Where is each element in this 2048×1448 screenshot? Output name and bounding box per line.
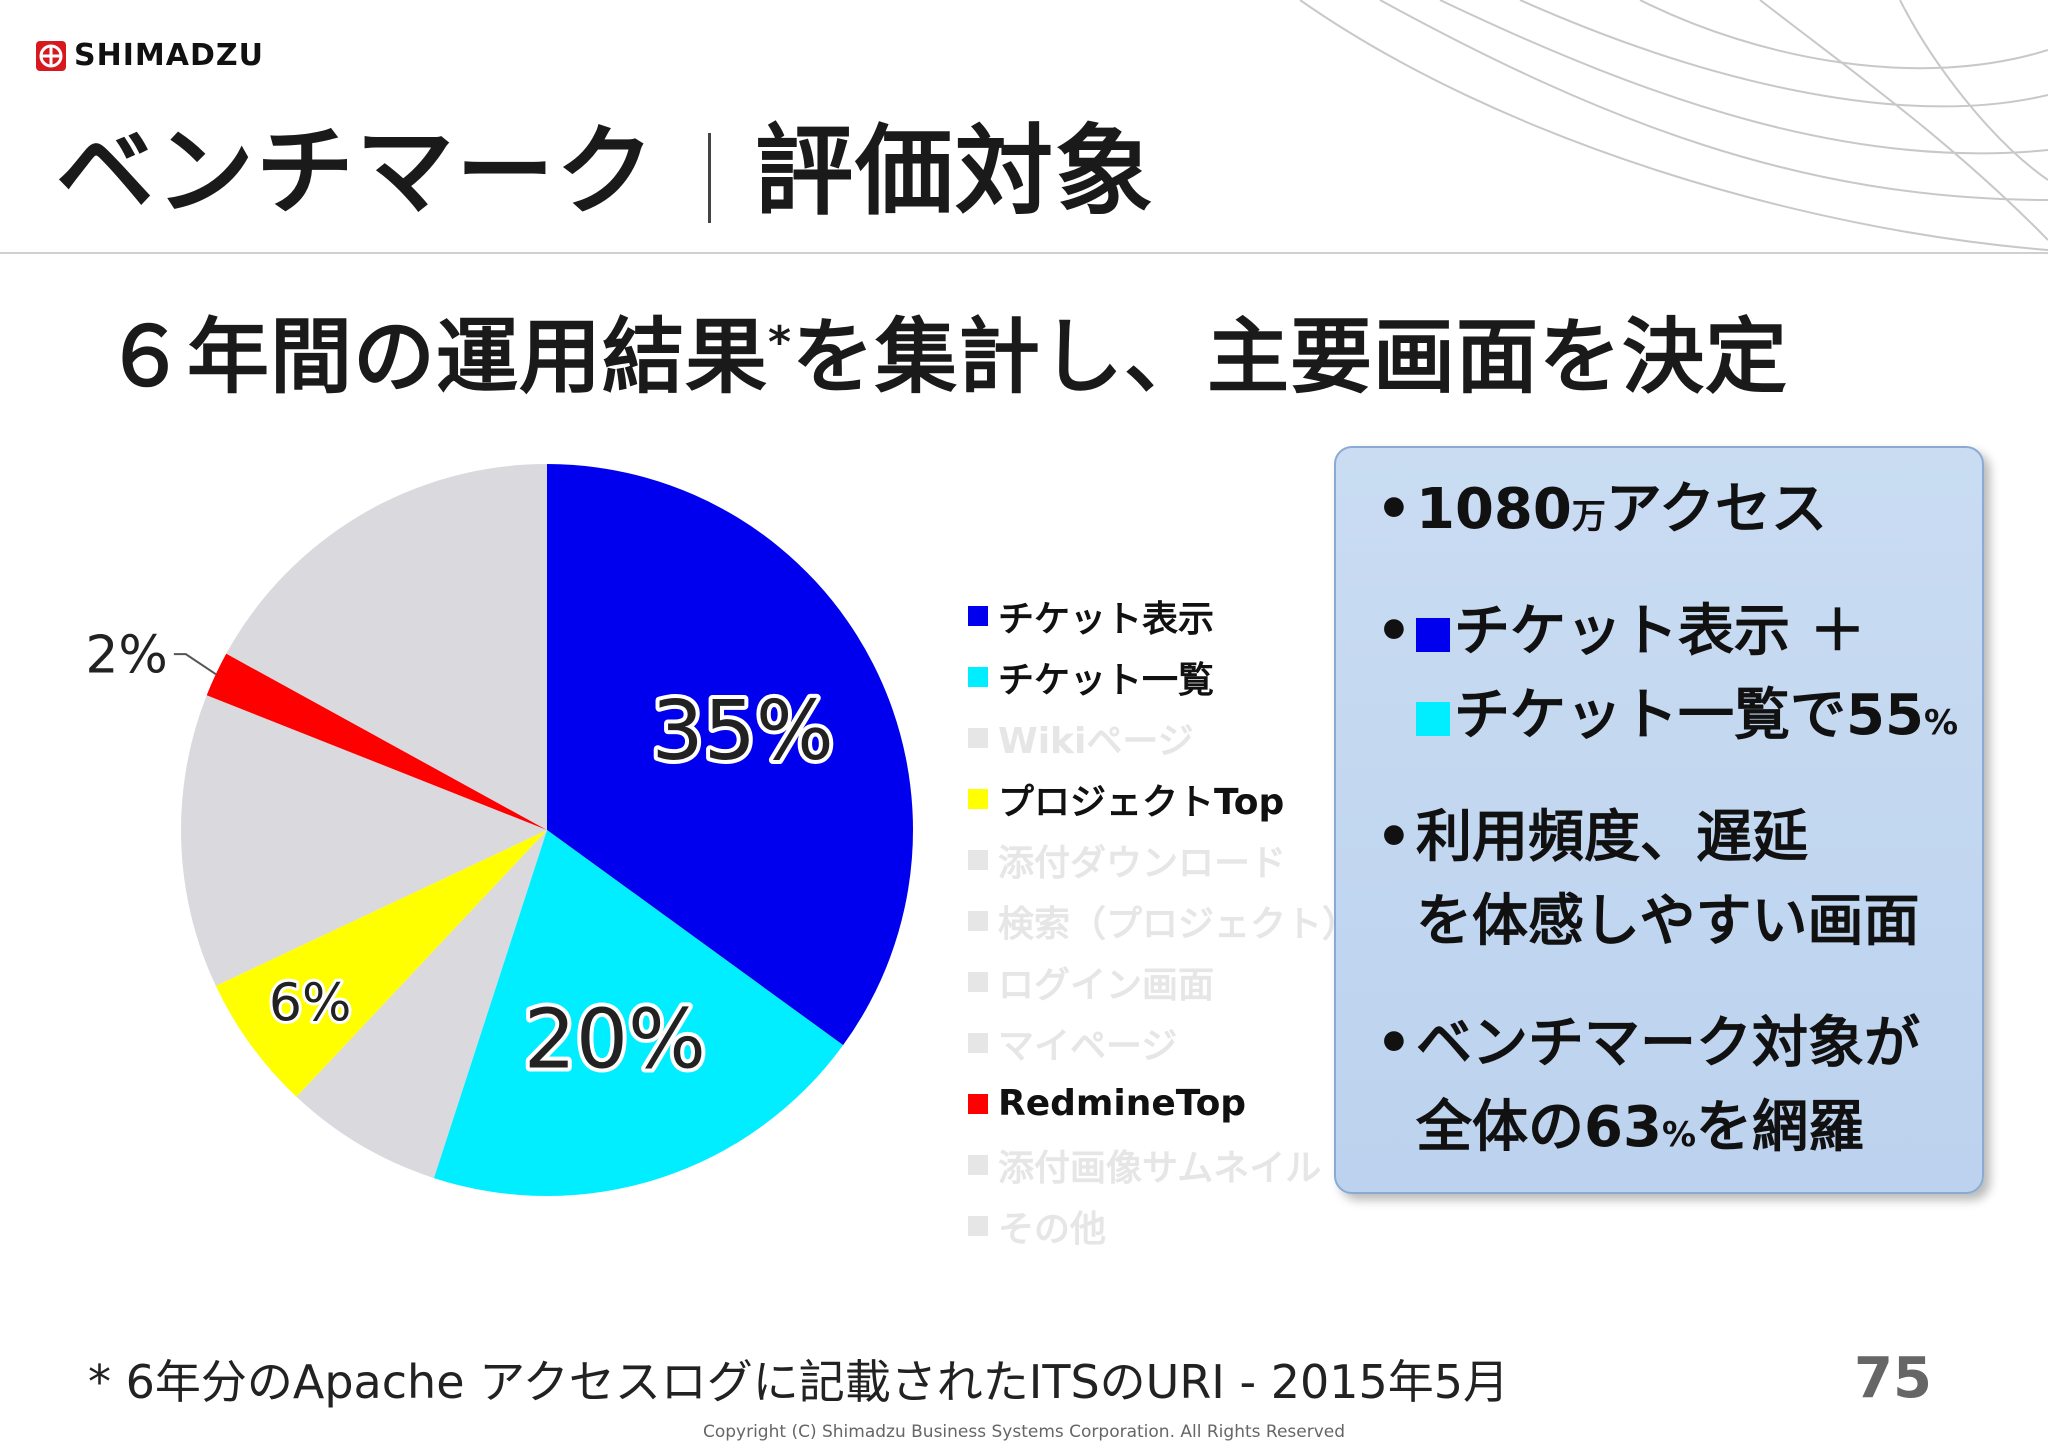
- shimadzu-logo-icon: [36, 40, 66, 71]
- legend-item-0: チケット表示: [968, 585, 1358, 646]
- legend-label-7: マイページ: [998, 1025, 1178, 1067]
- legend-swatch-7: [968, 1032, 988, 1053]
- data-label-0: 35%: [652, 684, 834, 779]
- header-decoration: [1299, 0, 2048, 251]
- legend-label-1: チケット一覧: [998, 659, 1215, 701]
- legend-swatch-10: [968, 1215, 988, 1236]
- legend-label-8: RedmineTop: [998, 1083, 1247, 1124]
- legend-swatch-9: [968, 1154, 988, 1175]
- page-title: ベンチマーク 評価対象: [56, 92, 1155, 234]
- header-divider: [0, 252, 2048, 254]
- access-text: アクセス: [1605, 477, 1828, 542]
- ticket-line2-prefix: チケット一覧で: [1454, 683, 1846, 748]
- summary-bullet-ticket: • チケット表示 ＋: [1376, 590, 1866, 674]
- legend-item-4: 添付ダウンロード: [968, 829, 1358, 890]
- summary-bullet-coverage-line2: 全体の63%を網羅: [1376, 1086, 1864, 1177]
- pie-slice-1: [433, 830, 844, 1196]
- copyright: Copyright (C) Shimadzu Business Systems …: [702, 1422, 1346, 1442]
- summary-bullet-ticket-line2: チケット一覧で55%: [1376, 674, 1958, 765]
- headline-footnote-mark: *: [768, 317, 793, 368]
- bullet-dot: •: [1376, 1011, 1412, 1076]
- legend-label-6: ログイン画面: [998, 964, 1215, 1006]
- legend-swatch-3: [968, 788, 988, 809]
- ticket-line1: チケット表示 ＋: [1454, 599, 1866, 664]
- bullet-dot: •: [1376, 599, 1412, 664]
- access-count: 1080: [1416, 477, 1572, 542]
- legend-swatch-2: [968, 727, 988, 748]
- headline-suffix: を集計し、主要画面を決定: [792, 310, 1789, 405]
- brand-logo: SHIMADZU: [36, 38, 264, 73]
- ticket-view-swatch: [1416, 618, 1450, 652]
- page-title-main: ベンチマーク: [56, 115, 657, 229]
- legend-swatch-8: [968, 1093, 988, 1114]
- coverage-percent: 63: [1584, 1095, 1662, 1160]
- pie-slice-6: [226, 464, 547, 830]
- legend-item-5: 検索（プロジェクト）: [968, 890, 1358, 951]
- coverage-percent-unit: %: [1661, 1115, 1697, 1155]
- ticket-percent-unit: %: [1923, 703, 1959, 743]
- legend-swatch-6: [968, 971, 988, 992]
- legend-item-6: ログイン画面: [968, 951, 1358, 1012]
- legend-label-3: プロジェクトTop: [998, 781, 1285, 823]
- legend-swatch-1: [968, 666, 988, 687]
- summary-bullet-coverage: •ベンチマーク対象が: [1376, 1002, 1920, 1086]
- legend-item-3: プロジェクトTop: [968, 768, 1358, 829]
- legend-label-9: 添付画像サムネイル: [998, 1147, 1322, 1189]
- legend-item-9: 添付画像サムネイル: [968, 1134, 1358, 1195]
- coverage-line1: ベンチマーク対象が: [1416, 1011, 1920, 1076]
- access-unit: 万: [1571, 497, 1606, 537]
- legend-swatch-4: [968, 849, 988, 870]
- usage-line2: を体感しやすい画面: [1416, 889, 1920, 954]
- bullet-dot: •: [1376, 805, 1412, 870]
- leader-line-5: [173, 653, 217, 675]
- ticket-list-swatch: [1416, 702, 1450, 736]
- title-separator: [708, 133, 712, 224]
- legend-label-5: 検索（プロジェクト）: [998, 903, 1359, 945]
- ticket-percent: 55: [1846, 683, 1924, 748]
- legend-item-2: Wikiページ: [968, 707, 1358, 768]
- pie-slice-3: [215, 830, 547, 1097]
- headline-prefix: ６年間の運用結果: [104, 310, 769, 405]
- brand-name: SHIMADZU: [74, 38, 264, 73]
- page-title-sub: 評価対象: [755, 115, 1156, 229]
- pie-slice-0: [547, 464, 913, 1046]
- pie-slice-2: [296, 830, 547, 1179]
- legend-label-10: その他: [998, 1208, 1107, 1250]
- pie-slice-4: [181, 695, 547, 986]
- summary-bullet-usage-line2: を体感しやすい画面: [1376, 880, 1919, 964]
- summary-bullet-usage: •利用頻度、遅延: [1376, 796, 1808, 880]
- legend-swatch-5: [968, 910, 988, 931]
- legend-item-7: マイページ: [968, 1012, 1358, 1073]
- legend-label-0: チケット表示: [998, 598, 1215, 640]
- usage-line1: 利用頻度、遅延: [1416, 805, 1808, 870]
- headline: ６年間の運用結果*を集計し、主要画面を決定: [104, 290, 1788, 409]
- summary-bullet-access: •1080万アクセス: [1376, 468, 1827, 559]
- coverage-suffix: を網羅: [1696, 1095, 1865, 1160]
- coverage-prefix: 全体の: [1416, 1095, 1584, 1160]
- page-number: 75: [1854, 1346, 1932, 1411]
- pie-slice-5: [206, 653, 547, 830]
- data-label-1: 20%: [524, 993, 706, 1088]
- footnote: * 6年分のApache アクセスログに記載されたITSのURI - 2015年…: [88, 1355, 1510, 1409]
- legend-item-10: その他: [968, 1195, 1358, 1256]
- legend-label-2: Wikiページ: [998, 720, 1194, 762]
- legend-item-8: RedmineTop: [968, 1073, 1358, 1134]
- legend-item-1: チケット一覧: [968, 646, 1358, 707]
- bullet-dot: •: [1376, 477, 1412, 542]
- pie-chart: 35% 20% 6% 2%: [85, 464, 913, 1196]
- legend-label-4: 添付ダウンロード: [998, 842, 1287, 884]
- data-label-3: 6%: [269, 973, 352, 1033]
- legend-swatch-0: [968, 605, 988, 626]
- summary-panel: •1080万アクセス • チケット表示 ＋ チケット一覧で55% •利用頻度、遅延…: [1334, 446, 1984, 1194]
- chart-legend: チケット表示 チケット一覧 WikiページプロジェクトTop 添付ダウンロード検索（プ…: [968, 585, 1358, 1256]
- data-label-5: 2%: [85, 625, 168, 685]
